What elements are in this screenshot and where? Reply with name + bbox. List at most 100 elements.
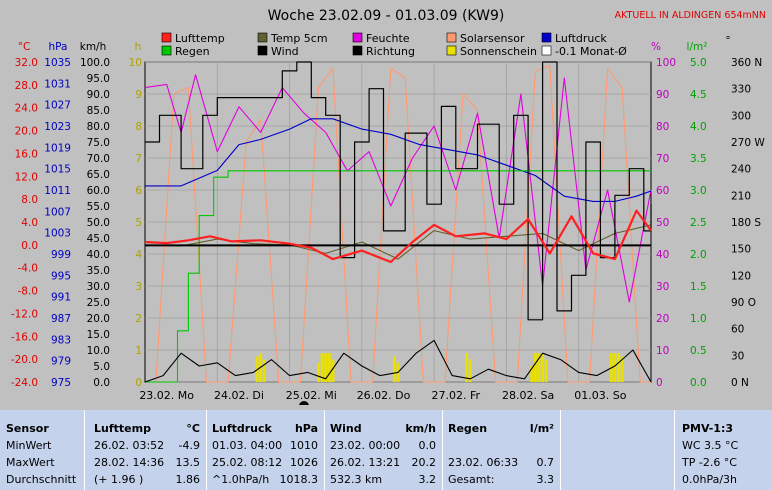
chart-area: Woche 23.02.09 - 01.03.09 (KW9) AKTUELL … (10, 8, 766, 405)
stats-luftdruck-unit: hPa (294, 422, 318, 435)
axis-labels: 32.028.024.020.016.012.08.04.00.0-4.0-8.… (11, 57, 766, 389)
axis-tick-label-sun: 0 (135, 377, 142, 389)
axis-tick-label-wind: 25.0 (87, 297, 110, 309)
axis-tick-label-wind: 10.0 (87, 345, 110, 357)
legend-label-richtung: Richtung (366, 45, 415, 58)
axis-tick-label-direction: 30 (731, 350, 744, 362)
stats-luftdruck-avg-note: ^1.0hPa/h (212, 473, 270, 486)
axis-tick-label-wind: 100.0 (80, 57, 110, 69)
stats-regen-header: Regen (448, 422, 488, 435)
axis-tick-label-sun: 4 (135, 249, 142, 261)
axis-tick-label-humidity: 10 (656, 345, 669, 357)
axis-tick-label-sun: 1 (135, 345, 142, 357)
sunshine-bar (620, 356, 624, 382)
sunshine-bar (616, 353, 620, 382)
axis-tick-label-humidity: 30 (656, 281, 669, 293)
axis-tick-label-direction: 240 (731, 164, 751, 176)
axis-tick-label-humidity: 20 (656, 313, 669, 325)
stats-lufttemp-min-value: -4.9 (178, 439, 200, 452)
axis-tick-label-direction: 180 S (731, 217, 761, 229)
series-layer (144, 61, 652, 383)
axis-tick-label-sun: 7 (135, 153, 142, 165)
axis-tick-label-pressure: 1031 (44, 78, 71, 90)
stats-wind-max-value: 20.2 (411, 456, 437, 469)
axis-tick-label-humidity: 60 (656, 185, 669, 197)
axis-tick-label-rain: 1.0 (690, 313, 707, 325)
axis-tick-label-sun: 10 (129, 57, 142, 69)
axis-tick-label-wind: 40.0 (87, 249, 110, 261)
axis-tick-label-pressure: 1007 (44, 206, 71, 218)
stats-col-pmv: PMV-1:3 WC 3.5 °C TP -2.6 °C 0.0hPa/3h (676, 410, 772, 490)
legend-label-monat: -0.1 Monat-Ø (555, 45, 627, 58)
axis-tick-label-direction: 300 (731, 110, 751, 122)
axis-tick-label-rain: 0.0 (690, 377, 707, 389)
legend-label-sonnenschein: Sonnenschein (460, 45, 537, 58)
axis-tick-label-direction: 330 (731, 84, 751, 96)
axis-tick-label-rain: 4.5 (690, 89, 707, 101)
stats-pmv-pressure-trend: 0.0hPa/3h (682, 473, 738, 486)
axis-tick-label-pressure: 995 (51, 270, 71, 282)
stats-regen-total-label: Gesamt: (448, 473, 495, 486)
axis-tick-label-wind: 35.0 (87, 265, 110, 277)
axis-tick-label-direction: 60 (731, 324, 744, 336)
legend-label-temp5cm: Temp 5cm (270, 32, 328, 45)
axis-tick-label-wind: 15.0 (87, 329, 110, 341)
stats-regen-max-value: 0.7 (536, 456, 555, 469)
stats-row-label-avg: Durchschnitt (6, 473, 77, 486)
axis-tick-label-wind: 60.0 (87, 185, 110, 197)
x-tick-label: 23.02. Mo (139, 389, 194, 402)
stats-row-label-min: MinWert (6, 439, 52, 452)
series-line-wind (144, 339, 652, 383)
series-line-solarsensor (145, 64, 651, 383)
x-tick-label: 27.02. Fr (432, 389, 481, 402)
sunshine-bar (320, 353, 324, 382)
series-line-feuchte (144, 74, 652, 303)
axis-tick-label-pressure: 1003 (44, 228, 71, 240)
axis-tick-label-pressure: 1027 (44, 100, 71, 112)
wind-unit: km/h (80, 41, 107, 53)
axis-tick-label-sun: 9 (135, 89, 142, 101)
legend-swatch-monat (541, 45, 552, 56)
stats-lufttemp-avg-note: (+ 1.96 ) (94, 473, 144, 486)
axis-tick-label-temp: 12.0 (15, 171, 38, 183)
axis-tick-label-humidity: 90 (656, 89, 669, 101)
stats-col-luftdruck: Luftdruck hPa 01.03. 04:00 1010 25.02. 08… (206, 410, 324, 490)
sun-unit: h (135, 41, 142, 53)
sunshine-bar (262, 359, 266, 382)
sunshine-bar (324, 353, 328, 382)
pressure-unit: hPa (49, 41, 68, 53)
axis-tick-label-pressure: 1011 (44, 185, 71, 197)
legend-swatch-sonnenschein (446, 45, 457, 56)
stats-row-label-max: MaxWert (6, 456, 55, 469)
sunshine-bar (544, 359, 548, 382)
legend-label-regen: Regen (175, 45, 210, 58)
axis-tick-label-humidity: 70 (656, 153, 669, 165)
stats-luftdruck-min-value: 1010 (290, 439, 318, 452)
axis-tick-label-wind: 5.0 (93, 361, 110, 373)
axis-tick-label-rain: 3.5 (690, 153, 707, 165)
axis-tick-label-wind: 95.0 (87, 73, 110, 85)
axis-tick-label-wind: 45.0 (87, 233, 110, 245)
direction-unit: ° (725, 35, 730, 47)
stats-lufttemp-avg-value: 1.86 (175, 473, 201, 486)
axis-tick-label-temp: 28.0 (15, 80, 38, 92)
axis-tick-label-rain: 2.5 (690, 217, 707, 229)
weather-chart: Woche 23.02.09 - 01.03.09 (KW9) AKTUELL … (11, 8, 766, 405)
axis-tick-label-pressure: 975 (51, 377, 71, 389)
x-axis: 23.02. Mo 24.02. Di 25.02. Mi 26.02. Do 27.0… (139, 389, 626, 402)
axis-tick-label-wind: 30.0 (87, 281, 110, 293)
axis-tick-label-wind: 80.0 (87, 121, 110, 133)
axis-tick-label-pressure: 1015 (44, 164, 71, 176)
legend-label-luftdruck: Luftdruck (555, 32, 607, 45)
axis-tick-label-humidity: 0 (656, 377, 663, 389)
axis-tick-label-humidity: 100 (656, 57, 676, 69)
axis-tick-label-sun: 8 (135, 121, 142, 133)
axis-tick-label-sun: 3 (135, 281, 142, 293)
stats-wind-unit: km/h (405, 422, 436, 435)
axis-tick-label-temp: 24.0 (15, 103, 38, 115)
sunshine-bar (331, 359, 335, 382)
stats-panel: Sensor MinWert MaxWert Durchschnitt Luft… (0, 410, 772, 490)
axis-tick-label-humidity: 50 (656, 217, 669, 229)
axis-tick-label-direction: 150 (731, 244, 751, 256)
stats-lufttemp-unit: °C (186, 422, 200, 435)
